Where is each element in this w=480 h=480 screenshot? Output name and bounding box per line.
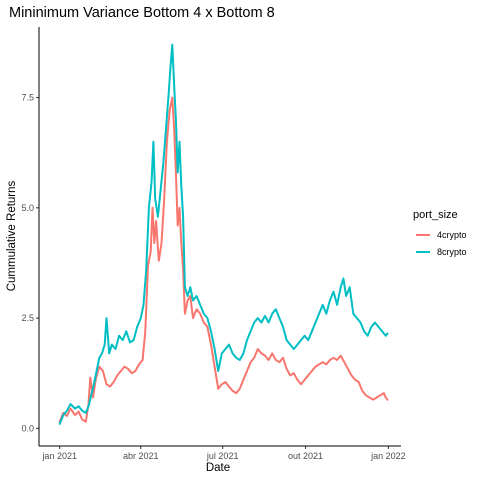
legend: port_size 4crypto 8crypto — [413, 209, 467, 257]
x-tick-label: abr 2021 — [123, 451, 159, 461]
y-tick-label: 5.0 — [21, 203, 34, 213]
y-tick-label: 2.5 — [21, 313, 34, 323]
x-axis-title: Date — [206, 462, 230, 474]
y-tick-label: 7.5 — [21, 93, 34, 103]
x-tick-label: jan 2022 — [370, 451, 406, 461]
y-tick-label: 0.0 — [21, 423, 34, 433]
legend-items: 4crypto 8crypto — [416, 230, 467, 257]
x-tick-label: jan 2021 — [41, 451, 77, 461]
x-axis: jan 2021 abr 2021 jul 2021 out 2021 jan 2022 — [41, 446, 406, 461]
legend-label: 4crypto — [437, 230, 467, 240]
x-tick-label: out 2021 — [288, 451, 323, 461]
series-layer — [58, 43, 389, 425]
legend-item-4crypto: 4crypto — [416, 230, 467, 240]
series-line-4crypto — [58, 96, 389, 423]
chart-title: Mininimum Variance Bottom 4 x Bottom 8 — [9, 5, 275, 21]
x-tick-label: jul 2021 — [206, 451, 239, 461]
legend-item-8crypto: 8crypto — [416, 247, 467, 257]
legend-label: 8crypto — [437, 247, 467, 257]
y-axis-title: Cummulative Returns — [6, 180, 18, 291]
series-line-8crypto — [58, 43, 389, 425]
legend-title: port_size — [413, 209, 458, 221]
y-axis: 0.0 2.5 5.0 7.5 — [21, 93, 39, 433]
